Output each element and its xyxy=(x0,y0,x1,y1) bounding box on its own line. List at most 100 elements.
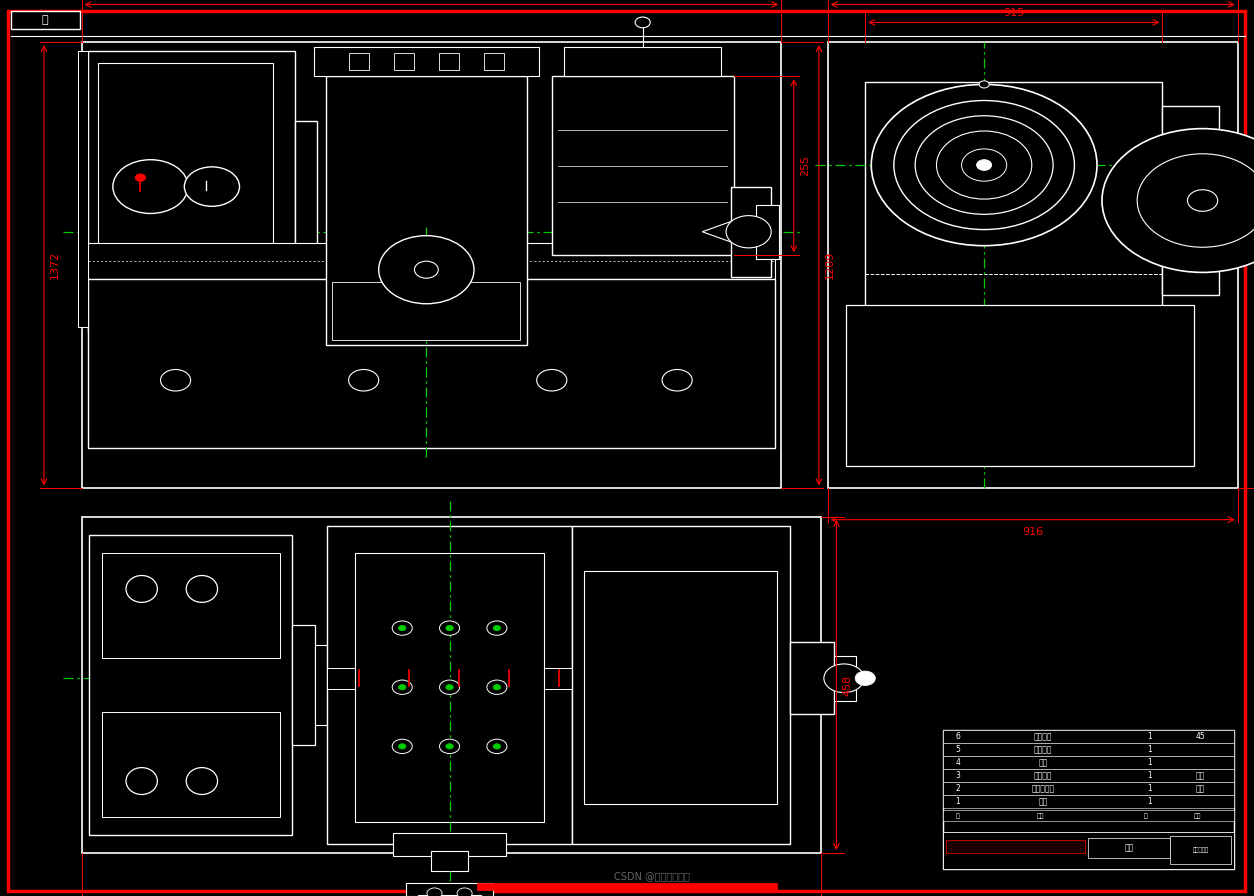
Bar xyxy=(295,121,317,262)
Bar xyxy=(943,782,1234,796)
Ellipse shape xyxy=(127,575,158,602)
Circle shape xyxy=(414,262,439,278)
Text: 1209: 1209 xyxy=(825,251,835,280)
Circle shape xyxy=(440,739,459,754)
Bar xyxy=(82,517,821,853)
Circle shape xyxy=(493,744,500,749)
Bar xyxy=(349,53,369,71)
Text: 5: 5 xyxy=(956,745,961,754)
Text: 1: 1 xyxy=(1147,771,1152,780)
Bar xyxy=(943,730,1234,869)
Polygon shape xyxy=(702,219,740,246)
Circle shape xyxy=(440,680,459,694)
Text: 1: 1 xyxy=(1147,758,1152,767)
Text: 数: 数 xyxy=(1144,814,1147,819)
Text: 大齿轮组件: 大齿轮组件 xyxy=(1032,784,1055,793)
Bar xyxy=(439,53,459,71)
Bar xyxy=(943,832,1234,869)
Circle shape xyxy=(426,888,443,896)
Bar xyxy=(1215,165,1238,237)
Text: 材料: 材料 xyxy=(1194,814,1201,819)
Circle shape xyxy=(635,17,650,28)
Text: 4: 4 xyxy=(956,758,961,767)
Text: 组装: 组装 xyxy=(1125,844,1134,853)
Bar xyxy=(88,279,775,448)
Bar xyxy=(1088,838,1170,858)
Circle shape xyxy=(937,131,1032,199)
Circle shape xyxy=(349,369,379,391)
Text: 458: 458 xyxy=(843,675,853,695)
Bar xyxy=(790,642,834,714)
Text: 床身: 床身 xyxy=(1038,797,1048,806)
Text: 1: 1 xyxy=(1147,732,1152,741)
Circle shape xyxy=(446,744,454,749)
Text: 45: 45 xyxy=(1195,732,1205,741)
Text: 齿轮箱体: 齿轮箱体 xyxy=(1035,771,1052,780)
Text: CSDN @设计交流学习: CSDN @设计交流学习 xyxy=(614,871,690,882)
Text: 1372: 1372 xyxy=(50,251,60,280)
Text: 1: 1 xyxy=(1147,784,1152,793)
Bar xyxy=(584,571,777,804)
Bar xyxy=(98,63,273,321)
Circle shape xyxy=(487,739,507,754)
Circle shape xyxy=(662,369,692,391)
Text: 齿轮轴孔: 齿轮轴孔 xyxy=(1035,732,1052,741)
Bar xyxy=(846,306,1194,466)
Text: 3: 3 xyxy=(956,771,961,780)
Ellipse shape xyxy=(186,768,218,795)
Bar xyxy=(315,645,327,726)
Bar xyxy=(572,526,790,844)
Bar xyxy=(943,769,1234,782)
Text: 附: 附 xyxy=(41,14,49,25)
Circle shape xyxy=(113,159,188,213)
Text: 2: 2 xyxy=(956,784,961,793)
Circle shape xyxy=(977,159,992,170)
Ellipse shape xyxy=(186,575,218,602)
Circle shape xyxy=(379,236,474,304)
Circle shape xyxy=(824,664,864,693)
Text: 铸铁: 铸铁 xyxy=(1195,771,1205,780)
Circle shape xyxy=(446,685,454,690)
Circle shape xyxy=(1188,190,1218,211)
Bar xyxy=(419,895,482,896)
Circle shape xyxy=(493,685,500,690)
Text: 序: 序 xyxy=(956,814,959,819)
Circle shape xyxy=(135,174,145,181)
Circle shape xyxy=(962,149,1007,181)
Bar xyxy=(828,42,1238,488)
Circle shape xyxy=(161,369,191,391)
Text: 齿轮箱盖: 齿轮箱盖 xyxy=(1035,745,1052,754)
Bar xyxy=(88,51,295,332)
Circle shape xyxy=(487,680,507,694)
Circle shape xyxy=(393,680,413,694)
Text: 915: 915 xyxy=(1003,8,1025,19)
Bar xyxy=(484,53,504,71)
Circle shape xyxy=(458,888,473,896)
Bar xyxy=(332,282,520,340)
Bar xyxy=(943,810,1234,821)
Bar xyxy=(355,553,544,822)
Circle shape xyxy=(446,625,454,631)
Bar xyxy=(327,526,572,844)
Text: 1: 1 xyxy=(956,797,961,806)
Circle shape xyxy=(726,216,771,248)
Bar xyxy=(731,187,771,277)
Circle shape xyxy=(399,685,406,690)
Bar xyxy=(102,553,280,658)
Circle shape xyxy=(537,369,567,391)
Circle shape xyxy=(399,625,406,631)
Circle shape xyxy=(440,621,459,635)
Bar xyxy=(946,840,1085,852)
Bar xyxy=(834,656,856,701)
Bar xyxy=(943,744,1234,756)
Bar xyxy=(943,756,1234,769)
Bar xyxy=(477,883,777,890)
Circle shape xyxy=(979,81,989,88)
Circle shape xyxy=(393,621,413,635)
Bar xyxy=(82,42,781,488)
Bar xyxy=(11,11,80,29)
Text: 铸铁: 铸铁 xyxy=(1195,784,1205,793)
Circle shape xyxy=(184,167,240,206)
Circle shape xyxy=(1102,129,1254,272)
Circle shape xyxy=(487,621,507,635)
